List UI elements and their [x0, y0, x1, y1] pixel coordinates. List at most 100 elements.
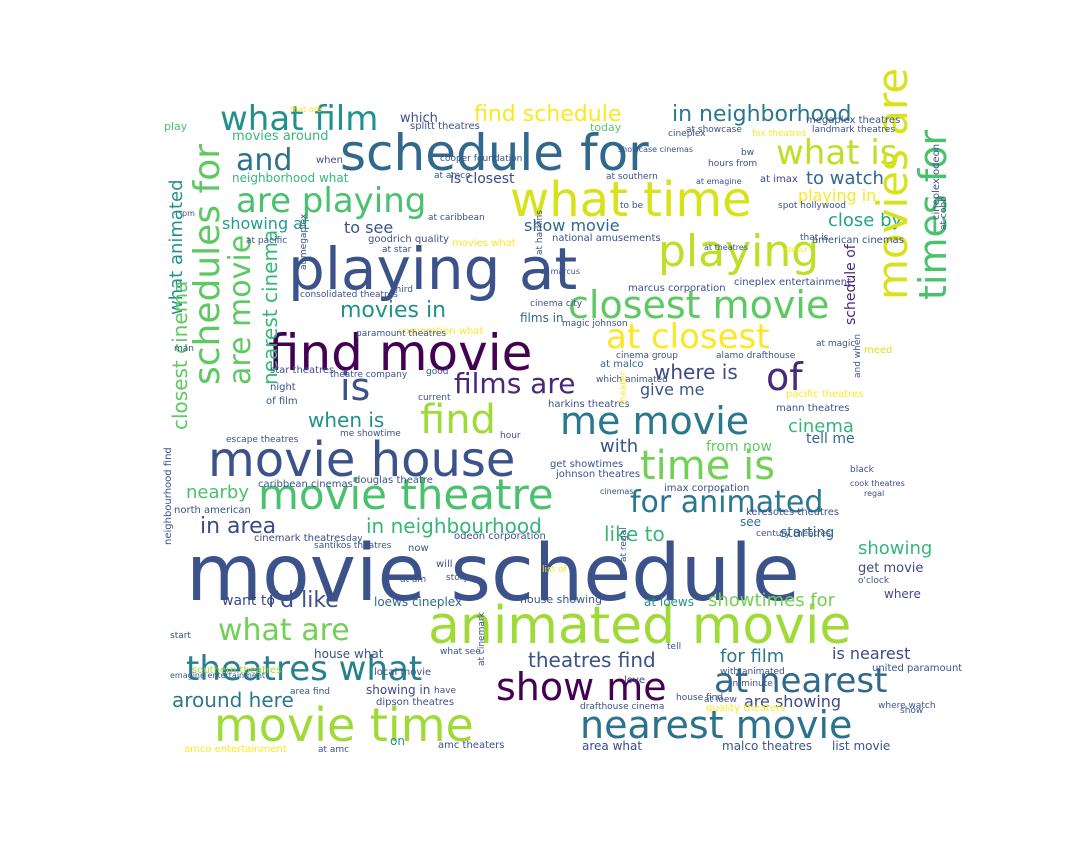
cloud-word: splitt theatres	[410, 121, 480, 132]
cloud-word: descr	[786, 245, 808, 254]
cloud-word: at showcase	[686, 125, 742, 135]
cloud-word: showing in	[366, 683, 431, 697]
cloud-word: to watch	[806, 168, 884, 189]
cloud-word: now	[408, 543, 429, 554]
cloud-word: movies are	[868, 67, 917, 300]
cloud-word: of film	[266, 396, 298, 407]
cloud-word: megaplex theatres	[806, 115, 901, 126]
cloud-word: at imax	[760, 174, 798, 185]
cloud-word: keresotes theatres	[746, 507, 840, 518]
cloud-word: animated movie	[428, 596, 852, 656]
cloud-word: bw	[741, 148, 755, 158]
cloud-word: star theatres	[270, 365, 335, 376]
cloud-word: at am	[400, 575, 427, 585]
cloud-word: landmark theatres	[812, 125, 896, 135]
cloud-word: paramount theatres	[356, 329, 447, 339]
cloud-word: play	[164, 120, 188, 133]
cloud-word: around here	[172, 688, 294, 712]
cloud-word: cineplex entertainment	[734, 277, 851, 288]
cloud-word: to be	[620, 201, 644, 211]
cloud-word: theatre company	[330, 370, 408, 380]
cloud-word: hours from	[708, 159, 758, 169]
cloud-word: o'clock	[858, 576, 890, 586]
cloud-word: movie time	[214, 698, 474, 752]
cloud-word: neighbourhood find	[163, 447, 174, 545]
cloud-word: drafthouse cinema	[580, 702, 665, 712]
cloud-word: with animated	[720, 667, 785, 677]
cloud-word: at amco	[434, 171, 471, 181]
cloud-word: playing	[658, 226, 820, 277]
cloud-word: national amusements	[552, 233, 661, 244]
cloud-word: at regal	[619, 527, 629, 562]
cloud-word: for film	[720, 646, 785, 667]
cloud-word: area find	[290, 687, 331, 697]
cloud-word: mann theatres	[776, 403, 850, 414]
cloud-word: good	[426, 367, 449, 377]
cloud-word: films in	[520, 311, 564, 325]
cloud-word: give me	[640, 380, 705, 399]
cloud-word: love	[624, 675, 645, 686]
cloud-word: show	[900, 706, 924, 716]
cloud-word: showing	[858, 538, 933, 559]
cloud-word: in area	[200, 514, 277, 539]
cloud-word: escape theatres	[226, 435, 299, 445]
cloud-word: movie schedule	[186, 529, 800, 619]
cloud-word: at star	[382, 245, 412, 255]
cloud-word: neighborhood what	[232, 171, 349, 185]
cloud-word: what is	[776, 133, 898, 173]
cloud-word: southern theatres	[192, 665, 282, 676]
cloud-word: at harkins	[535, 210, 545, 255]
cloud-word: malco theatres	[722, 739, 813, 753]
cloud-word: movies around	[232, 129, 329, 144]
cloud-word: at cinemark	[477, 612, 487, 666]
cloud-word: at malco	[600, 359, 644, 370]
cloud-word: where is	[654, 360, 738, 384]
cloud-word: from now	[706, 439, 772, 455]
cloud-word: amco entertainment	[184, 744, 287, 755]
cloud-word: is nearest	[832, 644, 911, 663]
cloud-word: are playing	[236, 181, 427, 221]
cloud-word: schedules for	[187, 143, 228, 385]
cloud-word: cinema	[788, 416, 854, 437]
cloud-word: when	[316, 155, 344, 166]
cloud-word: century theatres	[756, 529, 831, 539]
cloud-word: dipson theatres	[376, 697, 455, 708]
cloud-word: list movie	[832, 739, 891, 753]
cloud-word: playing at	[288, 235, 578, 303]
cloud-word: where	[884, 587, 921, 601]
cloud-word: house find	[676, 693, 724, 703]
cloud-word: for animated	[630, 485, 824, 520]
cloud-word: at theatres	[704, 243, 748, 252]
cloud-word: in neighborhood	[672, 102, 852, 127]
cloud-word: cinema city	[530, 299, 583, 309]
cloud-word: alamo drafthouse	[716, 351, 796, 361]
cloud-word: time is	[640, 443, 776, 489]
cloud-word: current	[418, 393, 451, 403]
cloud-word: start	[170, 631, 191, 641]
cloud-word: pacific theatres	[786, 389, 864, 400]
cloud-word: harkins theatres	[548, 399, 630, 410]
cloud-word: what are	[218, 613, 350, 648]
cloud-word: black	[850, 465, 874, 475]
cloud-word: house showing	[520, 593, 603, 606]
cloud-word: is closest	[450, 171, 515, 187]
cloud-word: day	[346, 534, 363, 544]
cloud-word: at southern	[606, 172, 658, 182]
cloud-word: american cinemas	[812, 235, 904, 246]
cloud-word: in minute	[730, 679, 773, 689]
cloud-word: imax corporation	[664, 483, 750, 494]
cloud-word: of	[766, 355, 803, 399]
cloud-word: cinema group	[616, 351, 678, 361]
cloud-word: third	[392, 285, 413, 295]
cloud-word: want to	[222, 593, 275, 609]
cloud-word: emagine entertainment	[170, 671, 266, 680]
cloud-word: which	[400, 111, 438, 126]
cloud-word: nearest movie	[580, 703, 853, 747]
cloud-word: movie theatre	[258, 470, 554, 519]
cloud-word: odeon corporation	[454, 531, 546, 542]
cloud-word: closest cinema	[168, 280, 192, 430]
cloud-word: theatres what	[186, 649, 423, 689]
cloud-word: playing in	[798, 186, 877, 205]
cloud-word: what see	[440, 647, 481, 657]
